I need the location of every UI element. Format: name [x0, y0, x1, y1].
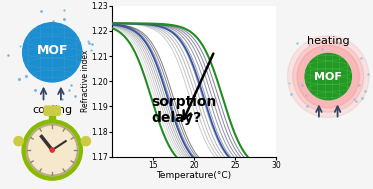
Circle shape [22, 120, 82, 180]
Text: sorption
delay?: sorption delay? [151, 95, 217, 125]
Text: MOF: MOF [37, 44, 68, 57]
Text: cooling: cooling [32, 105, 72, 115]
Circle shape [81, 136, 91, 146]
Circle shape [297, 45, 360, 108]
Y-axis label: Refractive index: Refractive index [81, 50, 90, 112]
FancyBboxPatch shape [44, 106, 60, 115]
Circle shape [305, 53, 351, 100]
X-axis label: Temperature(°C): Temperature(°C) [156, 171, 232, 180]
Text: MOF: MOF [314, 72, 342, 82]
Circle shape [293, 41, 364, 112]
Text: heating: heating [307, 36, 350, 46]
Circle shape [288, 36, 369, 117]
Circle shape [14, 136, 23, 146]
Circle shape [23, 23, 82, 82]
Circle shape [27, 125, 78, 176]
Circle shape [50, 148, 54, 152]
Bar [49, 112, 55, 120]
